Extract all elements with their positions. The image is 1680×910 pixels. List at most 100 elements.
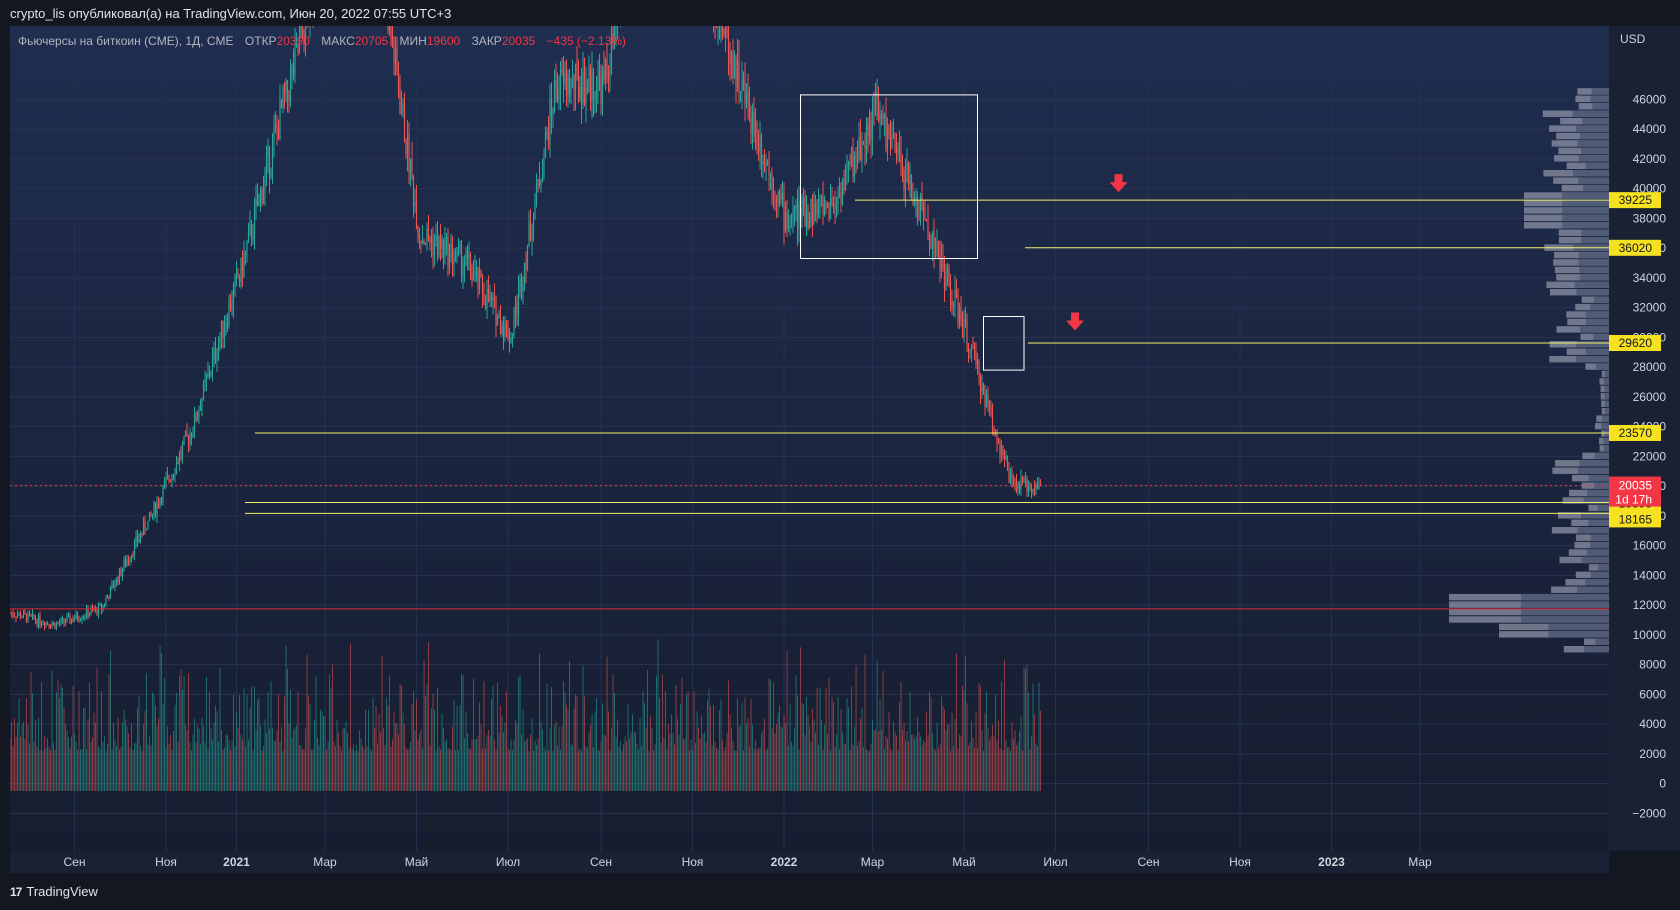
- candle-body: [459, 244, 461, 248]
- volume-bar: [390, 746, 392, 791]
- change-value: −435 (−2.13%): [546, 34, 626, 48]
- candle-body: [787, 223, 790, 228]
- volume-bar: [872, 720, 873, 791]
- volume-bar: [996, 740, 998, 791]
- candle-body: [973, 348, 976, 352]
- candle-body: [579, 87, 581, 99]
- volume-bar: [339, 745, 341, 791]
- volume-bar: [33, 741, 35, 791]
- volume-profile-row-inner: [1597, 504, 1609, 512]
- volume-bar: [632, 714, 633, 791]
- volume-bar: [741, 702, 743, 791]
- candle-body: [388, 26, 391, 32]
- candlestick-chart[interactable]: [10, 26, 1609, 851]
- level-price-tag-text: 18165: [1619, 512, 1653, 526]
- candle-body: [931, 232, 934, 249]
- volume-bar: [962, 685, 963, 791]
- volume-bar: [690, 739, 692, 791]
- candle-body: [96, 607, 98, 615]
- candle-body: [868, 119, 871, 136]
- volume-bar: [758, 747, 759, 791]
- volume-bar: [756, 749, 758, 791]
- candle-body: [154, 503, 157, 516]
- volume-bar: [704, 732, 705, 791]
- volume-bar: [290, 689, 291, 791]
- volume-profile-row-inner: [1604, 370, 1609, 378]
- candle-body: [573, 74, 575, 91]
- volume-bar: [899, 702, 900, 791]
- candle-body: [990, 406, 992, 411]
- candle-body: [156, 502, 158, 516]
- candle-body: [907, 163, 910, 184]
- volume-bar: [681, 677, 683, 791]
- volume-bar: [113, 722, 114, 791]
- candle-body: [432, 238, 434, 255]
- volume-bar: [545, 750, 546, 791]
- candle-body: [463, 264, 466, 269]
- volume-bar: [828, 677, 830, 791]
- candle-body: [559, 69, 562, 94]
- volume-bar: [813, 720, 815, 791]
- candle-body: [781, 193, 784, 200]
- volume-bar: [101, 690, 102, 791]
- volume-bar: [765, 749, 767, 791]
- candle-body: [405, 141, 407, 153]
- candle-body: [586, 87, 589, 93]
- candle-body: [130, 554, 133, 560]
- volume-profile-row-inner: [1576, 341, 1609, 348]
- tradingview-logo[interactable]: 17 TradingView: [10, 884, 98, 899]
- volume-bar: [26, 698, 27, 791]
- volume-bar: [251, 686, 252, 791]
- candle-body: [528, 221, 530, 247]
- volume-bar: [234, 746, 236, 791]
- volume-bar: [317, 737, 318, 791]
- candle-body: [49, 626, 52, 628]
- candle-body: [564, 72, 566, 83]
- volume-bar: [752, 724, 753, 791]
- volume-bar: [303, 749, 305, 791]
- volume-bar: [218, 741, 219, 791]
- volume-bar: [74, 733, 75, 791]
- candle-body: [441, 239, 443, 249]
- candle-body: [190, 433, 193, 438]
- price-scale[interactable]: 4600044000420004000038000360003400032000…: [1609, 26, 1680, 851]
- volume-bar: [279, 742, 281, 791]
- candle-body: [261, 189, 263, 204]
- candle-body: [172, 474, 175, 476]
- candle-body: [966, 320, 968, 345]
- chart-pane[interactable]: [10, 26, 1609, 851]
- volume-bar: [312, 749, 314, 791]
- candle-body: [502, 325, 505, 337]
- volume-bar: [236, 712, 237, 791]
- volume-bar: [569, 661, 570, 791]
- volume-bar: [873, 730, 875, 791]
- candle-body: [243, 255, 245, 277]
- candle-body: [750, 119, 752, 134]
- candle-body: [498, 312, 500, 316]
- volume-bar: [995, 695, 996, 791]
- volume-profile-row-inner: [1584, 646, 1609, 653]
- volume-profile-row-inner: [1562, 207, 1609, 214]
- candle-body: [954, 289, 956, 304]
- volume-bar: [984, 713, 986, 791]
- volume-bar: [459, 705, 461, 791]
- candle-body: [454, 257, 457, 261]
- volume-bar: [480, 724, 482, 791]
- volume-bar: [264, 719, 266, 791]
- volume-bar: [479, 702, 480, 791]
- volume-bar: [363, 749, 365, 791]
- volume-bar: [366, 746, 368, 791]
- time-scale[interactable]: Сен Ноя 2021 Мар Май Июл Сен Ноя 2022 Мар Май Июл Се…: [10, 851, 1609, 873]
- volume-bar: [465, 711, 467, 791]
- volume-bar: [474, 739, 476, 791]
- volume-bar: [29, 743, 30, 791]
- candle-body: [157, 502, 160, 507]
- volume-bar: [104, 736, 105, 791]
- candle-body: [753, 111, 755, 137]
- candle-body: [10, 612, 11, 614]
- candle-body: [763, 160, 766, 167]
- candle-body: [129, 559, 131, 561]
- volume-bar: [810, 742, 812, 791]
- volume-bar: [395, 723, 396, 791]
- volume-bar: [963, 690, 965, 791]
